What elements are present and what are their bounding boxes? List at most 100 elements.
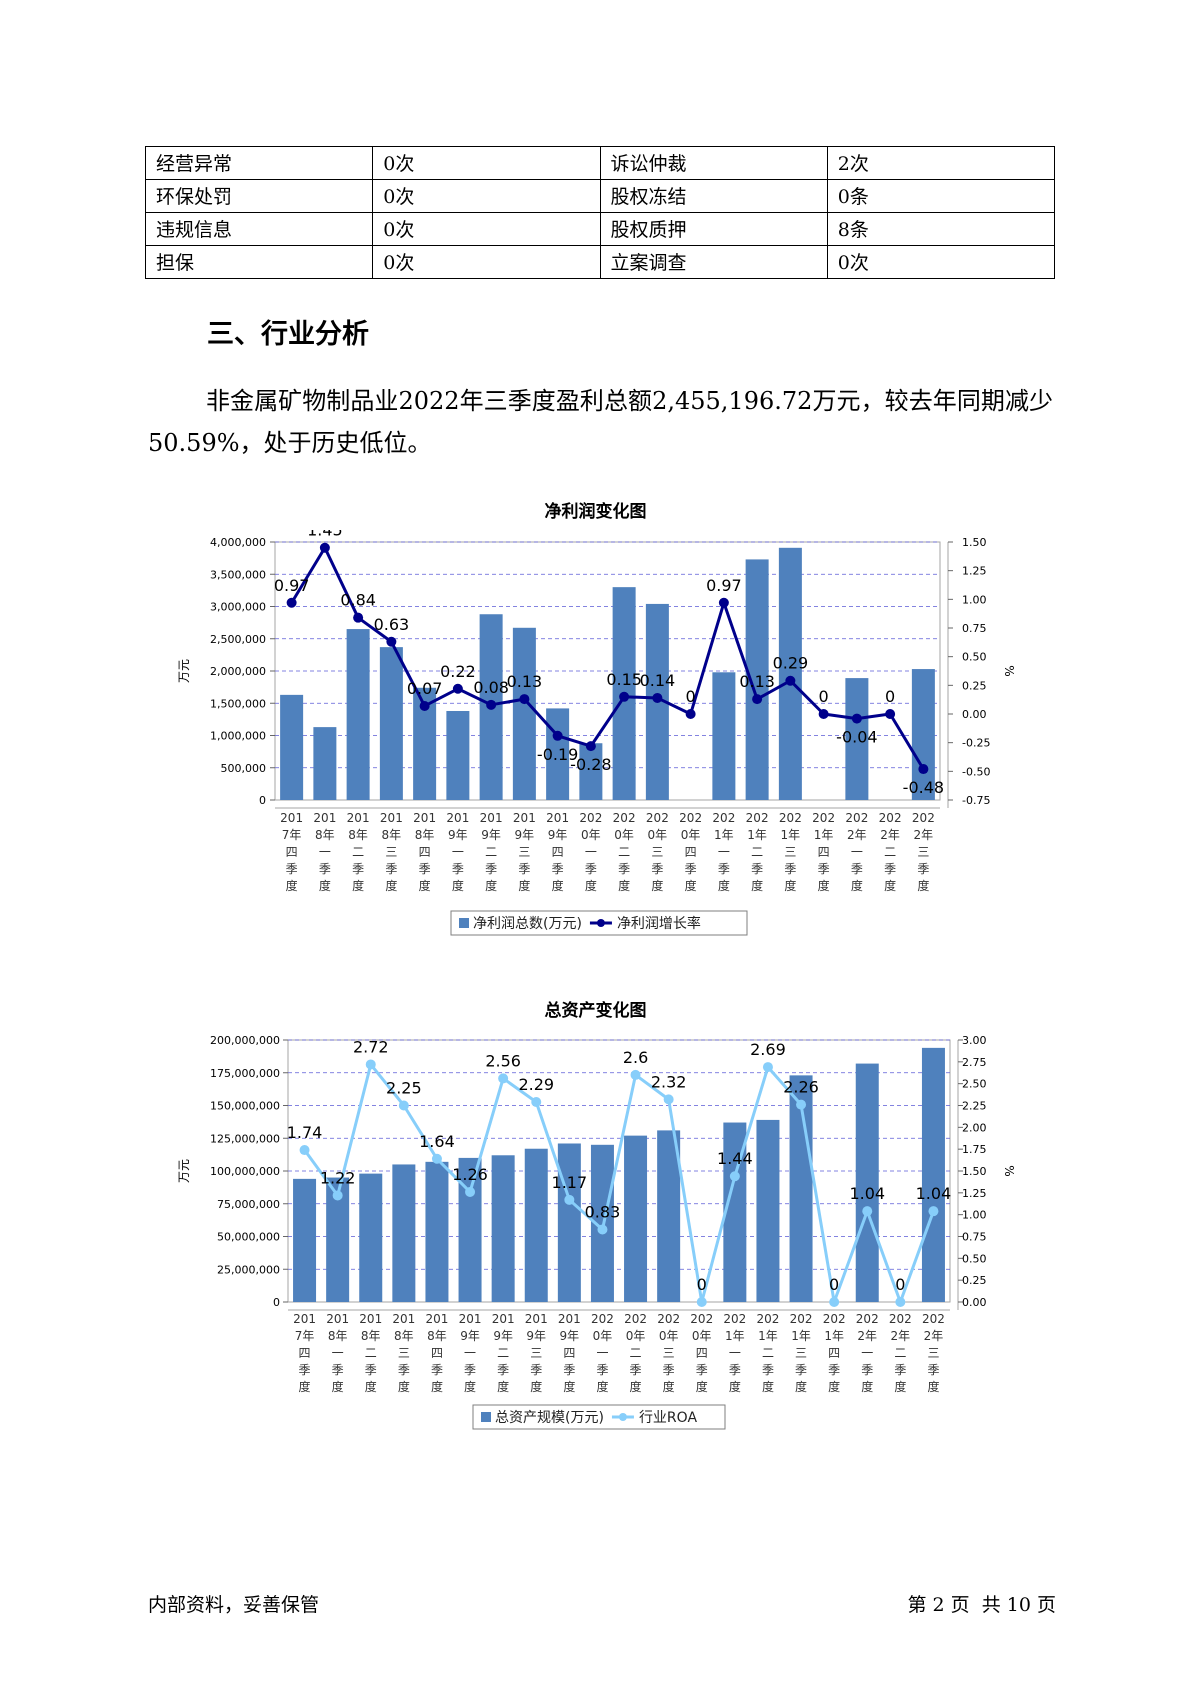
data-point — [286, 597, 297, 608]
x-tick-label-line: 202 — [756, 1312, 779, 1326]
x-tick-label-line: 2年 — [880, 828, 900, 842]
data-point — [851, 713, 862, 724]
table-cell: 0次 — [372, 212, 601, 246]
x-tick-label-line: 度 — [452, 878, 464, 893]
x-tick-label-line: 一 — [729, 1346, 741, 1360]
x-tick-label-line: 三 — [530, 1346, 542, 1360]
data-point — [928, 1206, 939, 1217]
x-tick-label-line: 季 — [685, 862, 697, 876]
x-tick-label-line: 201 — [546, 811, 569, 825]
x-tick-label-line: 201 — [558, 1312, 581, 1326]
x-tick-label-line: 一 — [332, 1346, 344, 1360]
data-label: 1.45 — [307, 530, 343, 540]
x-tick-label-line: 度 — [596, 1379, 608, 1394]
y-axis-right-tick-label: 1.00 — [962, 1209, 987, 1222]
x-tick-label-line: 四 — [818, 845, 830, 859]
data-label: 0.14 — [640, 671, 676, 690]
data-label: 1.74 — [287, 1123, 323, 1142]
x-tick-label-line: 四 — [299, 1346, 311, 1360]
x-tick-label-line: 季 — [319, 862, 331, 876]
x-tick-label-line: 9年 — [493, 1329, 513, 1343]
footer-note: 内部资料，妥善保管 — [148, 1594, 320, 1616]
bar — [413, 687, 437, 800]
y-axis-left-title: 万元 — [177, 659, 191, 683]
x-tick-label-line: 201 — [293, 1312, 316, 1326]
x-tick-label-line: 2年 — [847, 828, 867, 842]
data-point — [564, 1194, 575, 1205]
x-tick-label-line: 9年 — [481, 828, 501, 842]
x-tick-label-line: 8年 — [415, 828, 435, 842]
x-tick-label-line: 度 — [485, 878, 497, 893]
y-axis-right-tick-label: 0.00 — [962, 1296, 987, 1309]
x-tick-label-line: 1年 — [714, 828, 734, 842]
y-axis-right-tick-label: 1.50 — [962, 1165, 987, 1178]
data-label: 1.04 — [849, 1184, 885, 1203]
table-cell: 担保 — [144, 245, 374, 279]
data-label: 1.64 — [419, 1132, 455, 1151]
x-tick-label-line: 季 — [618, 862, 630, 876]
x-tick-label-line: 季 — [530, 1363, 542, 1377]
data-point — [619, 691, 630, 702]
bar — [392, 1164, 416, 1302]
x-tick-label-line: 季 — [894, 1363, 906, 1377]
bar — [379, 647, 403, 800]
x-tick-label-line: 季 — [729, 1363, 741, 1377]
x-tick-label-line: 度 — [518, 878, 530, 893]
bar — [524, 1148, 548, 1302]
x-tick-label-line: 季 — [718, 862, 730, 876]
x-tick-label-line: 季 — [431, 1363, 443, 1377]
x-tick-label-line: 9年 — [548, 828, 568, 842]
x-tick-label-line: 季 — [365, 1363, 377, 1377]
bar — [745, 559, 769, 800]
x-tick-label-line: 2年 — [914, 828, 934, 842]
x-tick-label-line: 度 — [618, 878, 630, 893]
data-label: 2.6 — [623, 1048, 648, 1067]
x-tick-label-line: 度 — [663, 1379, 675, 1394]
data-point — [498, 1073, 509, 1084]
x-tick-label-line: 1年 — [725, 1329, 745, 1343]
x-tick-label-line: 季 — [518, 862, 530, 876]
x-tick-label-line: 季 — [419, 862, 431, 876]
data-label: 0 — [885, 687, 895, 706]
table-cell: 0次 — [372, 179, 601, 213]
bar — [579, 743, 603, 800]
x-tick-label-line: 201 — [513, 811, 536, 825]
data-label: 0.63 — [374, 615, 410, 634]
x-tick-label-line: 8年 — [348, 828, 368, 842]
legend-line-marker — [596, 919, 605, 927]
x-tick-label-line: 度 — [464, 1379, 476, 1394]
data-label: 0 — [819, 687, 829, 706]
x-tick-label-line: 度 — [927, 1379, 939, 1394]
x-tick-label-line: 202 — [723, 1312, 746, 1326]
section-title: 三、行业分析 — [207, 319, 369, 350]
y-axis-right-tick-label: 0.00 — [962, 708, 987, 721]
legend: 总资产规模(万元) 行业ROA — [472, 1404, 726, 1430]
x-tick-label: 202 2年三季度 — [922, 1312, 945, 1394]
y-axis-right-title: % — [1002, 1165, 1016, 1176]
x-tick-label-line: 度 — [398, 1379, 410, 1394]
data-point — [729, 1171, 740, 1182]
bar — [624, 1135, 648, 1302]
y-axis-right-tick-label: 0.50 — [962, 651, 987, 664]
y-axis-right-tick-label: 2.50 — [962, 1078, 987, 1091]
x-tick-label-line: 202 — [889, 1312, 912, 1326]
table-cell: 股权冻结 — [599, 179, 828, 213]
data-point — [431, 1153, 442, 1164]
data-label: 0 — [697, 1275, 707, 1294]
data-label: 0.29 — [773, 654, 809, 673]
data-point — [918, 764, 929, 775]
x-tick-label-line: 201 — [425, 1312, 448, 1326]
x-tick-label-line: 度 — [917, 878, 929, 893]
data-point — [685, 709, 696, 719]
data-label: 0.15 — [606, 670, 642, 689]
x-tick-label-line: 7年 — [282, 828, 302, 842]
